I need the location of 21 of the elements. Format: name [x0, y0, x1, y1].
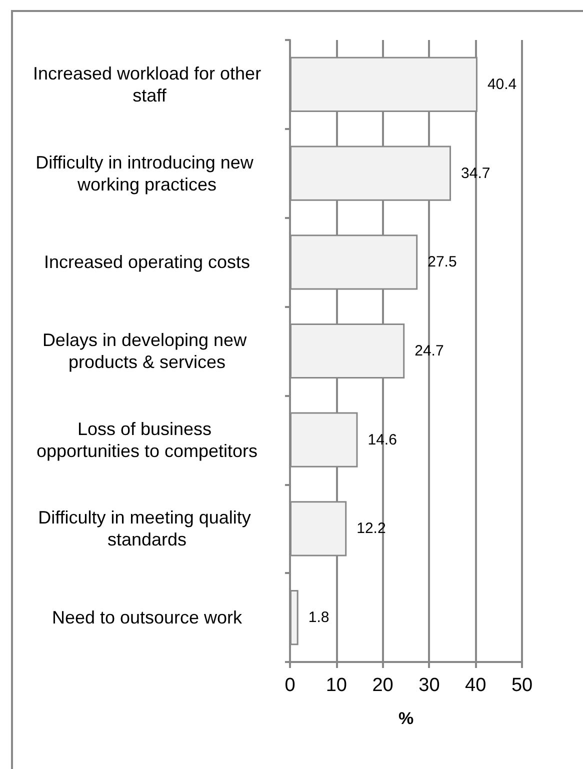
x-tick-label: 40: [465, 675, 486, 696]
y-tick-label: Difficulty in introducing new working practices: [36, 152, 258, 194]
data-label: 12.2: [356, 520, 386, 538]
x-axis-title: %: [398, 709, 414, 728]
y-tick-label: Increased workload for other staff: [32, 63, 262, 106]
data-label: 27.5: [428, 254, 457, 271]
data-label: 40.4: [487, 76, 517, 93]
data-label: 14.6: [368, 431, 397, 448]
y-tick-label: Delays in developing new products & services: [42, 330, 252, 372]
x-tick-label: 20: [372, 675, 394, 696]
y-tick-label: Increased operating costs: [44, 252, 250, 272]
y-tick-label: Need to outsource work: [52, 608, 244, 628]
x-tick-label: 50: [511, 675, 533, 696]
x-tick-label: 10: [326, 675, 347, 696]
data-label: 1.8: [308, 609, 330, 626]
data-label: 24.7: [414, 342, 444, 360]
y-tick-label: Difficulty in meeting quality standards: [38, 508, 256, 550]
x-tick-label: 30: [418, 675, 440, 696]
data-label: 34.7: [461, 164, 490, 182]
y-tick-label: Loss of business opportunities to competitors: [36, 418, 258, 461]
x-tick-label: 0: [284, 675, 296, 696]
